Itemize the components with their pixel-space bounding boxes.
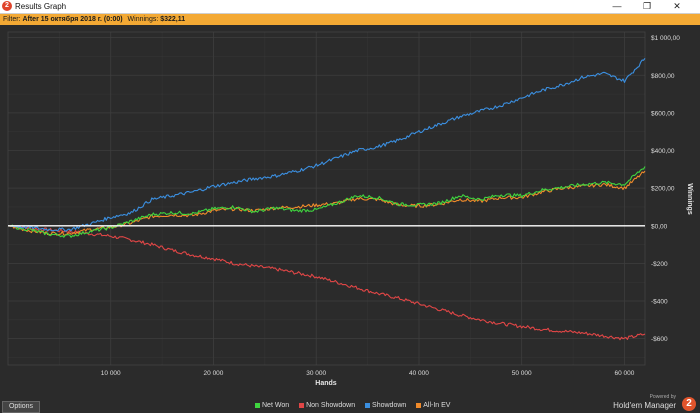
legend-item-all-in-ev[interactable]: All-In EV <box>416 401 450 410</box>
legend-label: Net Won <box>262 402 290 409</box>
filter-bar: Filter: After 15 октября 2018 г. (0:00) … <box>0 14 700 25</box>
minimize-button[interactable]: — <box>612 1 622 11</box>
legend-label: Non Showdown <box>306 402 356 409</box>
title-bar: 2 Results Graph — ❐ ✕ <box>0 0 700 14</box>
plot-frame <box>7 31 646 366</box>
legend-label: Showdown <box>372 402 407 409</box>
options-button[interactable]: Options <box>2 401 40 413</box>
winnings-value: $322,11 <box>160 16 186 23</box>
y-tick-label: $1 000,00 <box>651 35 680 42</box>
x-tick-label: 20 000 <box>204 370 224 377</box>
series-line-non-showdown <box>7 225 646 341</box>
x-tick-label: 10 000 <box>101 370 121 377</box>
hm2-icon: 2 <box>2 1 12 11</box>
y-tick-label: $0,00 <box>651 223 668 230</box>
y-axis-labels: $1 000,00 $800,00 $600,00 $400,00 $200,00 $0,… <box>651 35 680 343</box>
legend-item-showdown[interactable]: Showdown <box>365 401 406 410</box>
filter-prefix: Filter: <box>3 16 21 23</box>
legend-swatch <box>255 402 260 408</box>
chart-lines <box>7 57 646 341</box>
x-axis-labels: 10 000 20 000 30 000 40 000 50 000 60 000 <box>101 370 635 377</box>
y-axis-title: Winnings <box>686 183 693 215</box>
powered-by-text: Powered by <box>649 394 676 400</box>
y-tick-label: -$200 <box>651 261 668 268</box>
y-tick-label: $200,00 <box>651 186 675 193</box>
y-tick-label: -$600 <box>651 336 668 343</box>
series-line-net-won <box>7 166 646 238</box>
restore-button[interactable]: ❐ <box>642 1 652 11</box>
results-chart[interactable]: $1 000,00 $800,00 $600,00 $400,00 $200,00 $0,… <box>0 26 700 412</box>
x-axis-title: Hands <box>315 380 337 387</box>
chart-grid <box>7 31 646 366</box>
chart-legend: Net Won Non Showdown Showdown All-In EV <box>255 401 458 410</box>
y-tick-label: -$400 <box>651 299 668 306</box>
y-tick-label: $800,00 <box>651 73 675 80</box>
y-tick-label: $600,00 <box>651 110 675 117</box>
legend-label: All-In EV <box>423 402 451 409</box>
y-tick-label: $400,00 <box>651 148 675 155</box>
x-tick-label: 50 000 <box>512 370 532 377</box>
x-tick-label: 30 000 <box>306 370 326 377</box>
legend-swatch <box>416 402 422 408</box>
legend-item-non-showdown[interactable]: Non Showdown <box>299 401 355 410</box>
hm2-logo-icon: 2 <box>682 397 696 411</box>
window-title: Results Graph <box>15 2 67 11</box>
filter-text: After 15 октября 2018 г. (0:00) <box>22 16 123 23</box>
winnings-label: Winnings: <box>127 16 159 23</box>
close-button[interactable]: ✕ <box>673 1 681 11</box>
x-tick-label: 60 000 <box>615 370 635 377</box>
legend-swatch <box>299 402 305 408</box>
brand-name: Hold'em Manager <box>613 401 676 410</box>
legend-swatch <box>365 402 371 408</box>
legend-item-net-won[interactable]: Net Won <box>255 401 289 410</box>
x-tick-label: 40 000 <box>409 370 429 377</box>
series-line-showdown <box>7 57 646 232</box>
